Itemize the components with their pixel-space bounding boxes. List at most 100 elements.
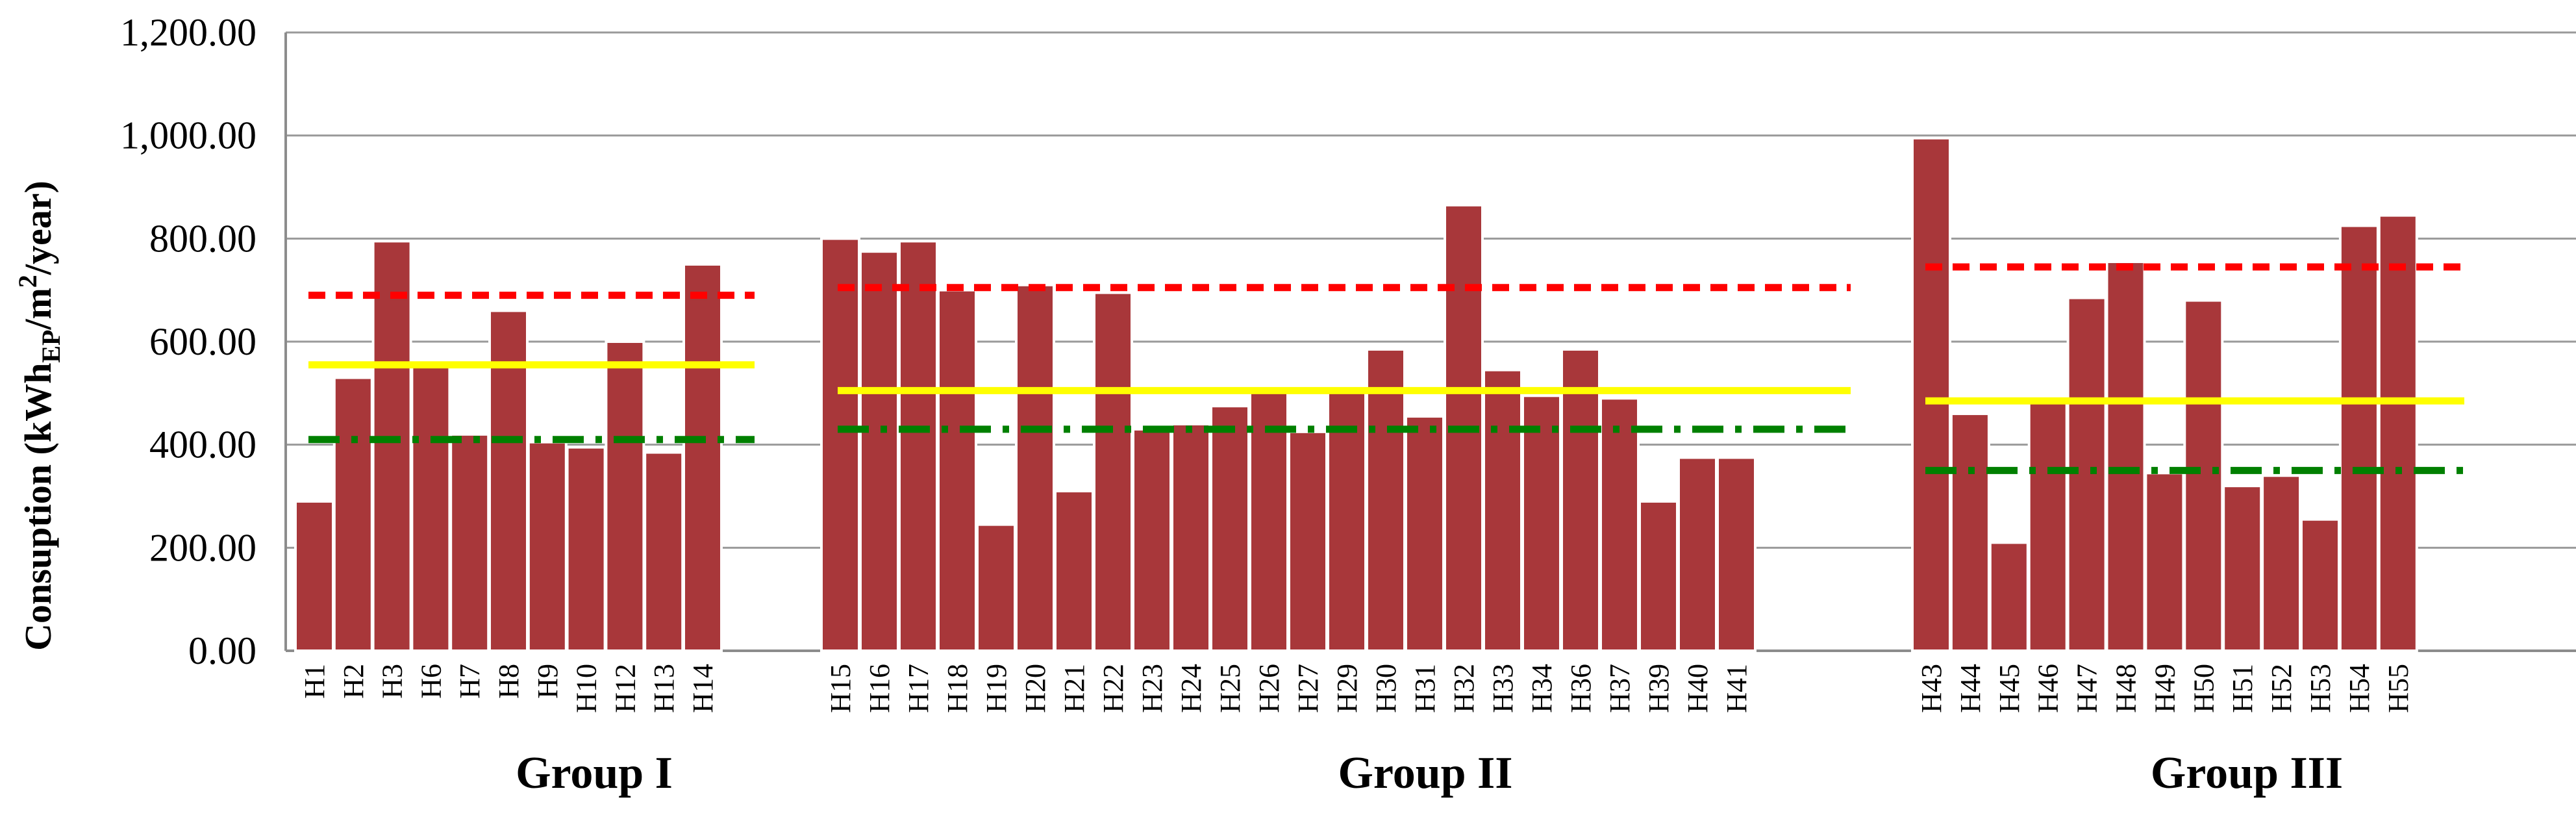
bar-h41 [1716,456,1757,652]
bar-h52 [2261,474,2302,652]
bar-h19 [976,523,1016,653]
bar-h7 [449,433,490,652]
bar-h3 [371,240,412,652]
x-tick-label: H54 [2344,664,2375,713]
x-tick-label: H43 [1916,664,1947,713]
x-tick-label: H45 [1994,664,2025,713]
bar-h1 [294,499,334,653]
bar-h12 [605,340,645,652]
bar-h44 [1949,412,1990,652]
x-tick-label: H33 [1487,664,1519,713]
group-label: Group III [2151,748,2343,798]
x-tick-label: H53 [2305,664,2336,713]
x-tick-label: H3 [377,664,408,699]
bar-h31 [1405,415,1445,652]
x-tick-label: H8 [493,664,525,699]
y-tick-label: 600.00 [149,320,256,363]
bar-h33 [1482,368,1523,653]
x-tick-label: H7 [454,664,486,699]
bar-h10 [566,446,606,653]
x-tick-label: H27 [1292,664,1324,713]
bar-h9 [527,440,568,652]
bar-h39 [1638,499,1679,653]
bar-h27 [1288,430,1328,652]
x-tick-label: H41 [1721,664,1753,713]
bars [294,136,2418,653]
bar-h16 [859,250,899,652]
x-tick-label: H32 [1448,664,1480,713]
bar-h45 [1988,541,2029,653]
y-tick-label: 1,200.00 [120,11,256,54]
x-tick-label: H50 [2188,664,2220,713]
bar-h20 [1015,283,1055,652]
x-tick-label: H47 [2071,664,2103,713]
x-tick-label: H36 [1565,664,1597,713]
x-tick-label: H21 [1058,664,1090,713]
bar-h55 [2377,214,2418,652]
x-tick-label: H34 [1526,664,1558,713]
x-tick-label: H14 [687,664,719,713]
x-tick-label: H12 [609,664,641,713]
group-label: Group I [516,748,673,798]
bar-h37 [1599,397,1640,652]
y-axis-ticks: 0.00 200.00 400.00 600.00 800.00 1,000.00 1,20… [120,11,256,672]
bar-h54 [2338,224,2379,652]
group-labels: Group I Group II Group III [516,748,2343,798]
x-tick-label: H17 [903,664,934,713]
x-tick-label: H25 [1214,664,1246,713]
x-tick-label: H44 [1955,664,1986,713]
bar-h34 [1521,394,1562,652]
bar-h49 [2144,472,2185,652]
bar-h22 [1093,291,1133,652]
bar-h2 [332,376,373,652]
bar-h25 [1210,405,1250,653]
bar-h6 [410,360,451,652]
y-tick-label: 0.00 [188,629,256,672]
y-tick-label: 1,000.00 [120,114,256,157]
x-tick-label: H31 [1409,664,1441,713]
bar-h51 [2222,485,2263,653]
x-tick-label: H55 [2382,664,2414,713]
x-tick-label: H23 [1136,664,1168,713]
group-label: Group II [1338,748,1512,798]
x-tick-label: H29 [1331,664,1363,713]
y-tick-label: 400.00 [149,423,256,466]
x-tick-label: H39 [1643,664,1675,713]
bar-h46 [2027,397,2068,652]
bar-h18 [937,288,977,652]
bar-h43 [1911,136,1951,652]
x-tick-label: H51 [2227,664,2258,713]
x-tick-label: H2 [338,664,369,699]
bar-h47 [2066,296,2107,653]
x-axis-ticks: H1 H2 H3 H6 H7 H8 H9 H10 H12 H13 H14 H15 H16 H17 H18 H1… [299,664,2414,713]
reference-lines [308,263,2464,474]
bar-h24 [1171,422,1211,653]
x-tick-label: H1 [299,664,331,699]
y-axis-label: Consuption (kWhEP/m2/year) [13,181,66,651]
y-tick-label: 200.00 [149,526,256,569]
bar-h36 [1560,347,1601,653]
bar-h26 [1249,389,1289,652]
x-tick-label: H40 [1682,664,1714,713]
x-tick-label: H15 [825,664,857,713]
x-tick-label: H49 [2149,664,2181,713]
x-tick-label: H19 [981,664,1012,713]
bar-h21 [1054,490,1094,652]
x-tick-label: H26 [1253,664,1285,713]
bar-h14 [682,263,723,652]
x-tick-label: H18 [942,664,973,713]
bar-h53 [2300,518,2340,653]
x-tick-label: H10 [571,664,603,713]
x-tick-label: H30 [1370,664,1402,713]
x-tick-label: H24 [1175,664,1207,713]
x-tick-label: H52 [2266,664,2297,713]
x-tick-label: H16 [864,664,895,713]
x-tick-label: H37 [1604,664,1636,713]
x-tick-label: H13 [648,664,680,713]
x-tick-label: H20 [1019,664,1051,713]
bar-h50 [2183,299,2224,652]
bar-h15 [820,237,860,653]
x-tick-label: H46 [2032,664,2064,713]
x-tick-label: H48 [2110,664,2142,713]
